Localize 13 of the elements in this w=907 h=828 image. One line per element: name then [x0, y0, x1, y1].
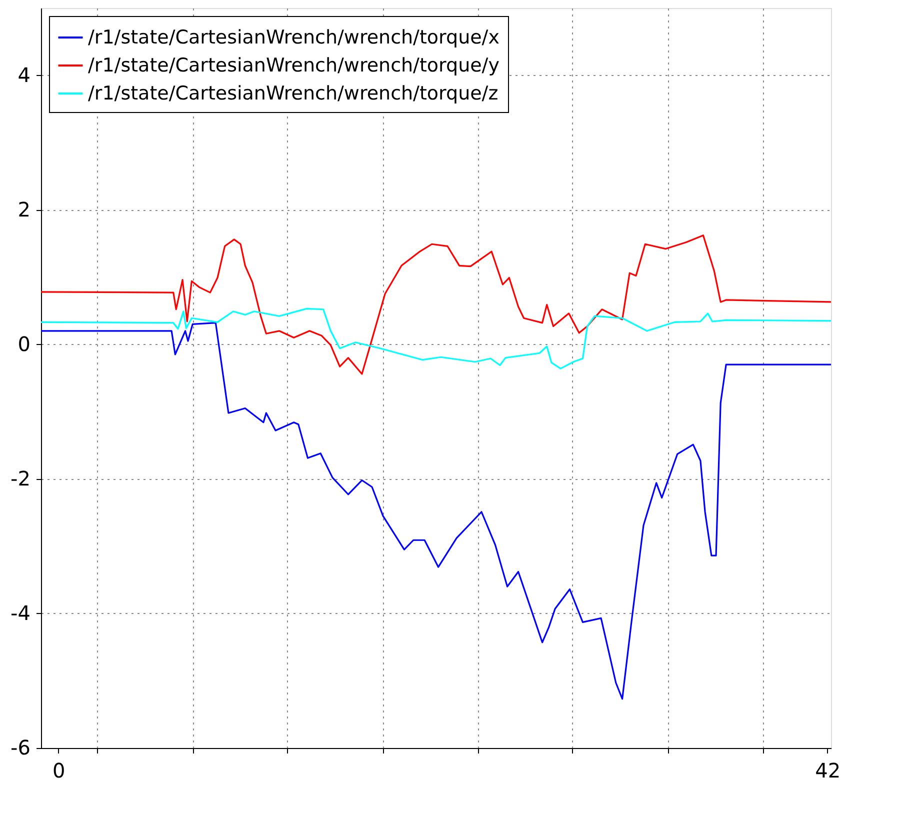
- x-tick-label: 42: [815, 758, 841, 782]
- y-tick-label: -2: [10, 466, 30, 490]
- line-series: [41, 322, 831, 700]
- y-tick-label: 4: [18, 62, 30, 87]
- y-tick-label: -6: [10, 736, 30, 760]
- y-tick-label: -4: [10, 600, 30, 625]
- line-series: [41, 308, 831, 370]
- legend-label: /r1/state/CartesianWrench/wrench/torque/z: [88, 82, 498, 104]
- line-series: [41, 234, 831, 375]
- legend-label: /r1/state/CartesianWrench/wrench/torque/y: [88, 54, 500, 76]
- legend-label: /r1/state/CartesianWrench/wrench/torque/x: [88, 26, 500, 48]
- y-tick-label: 0: [18, 332, 30, 356]
- y-tick-label: 2: [18, 197, 30, 222]
